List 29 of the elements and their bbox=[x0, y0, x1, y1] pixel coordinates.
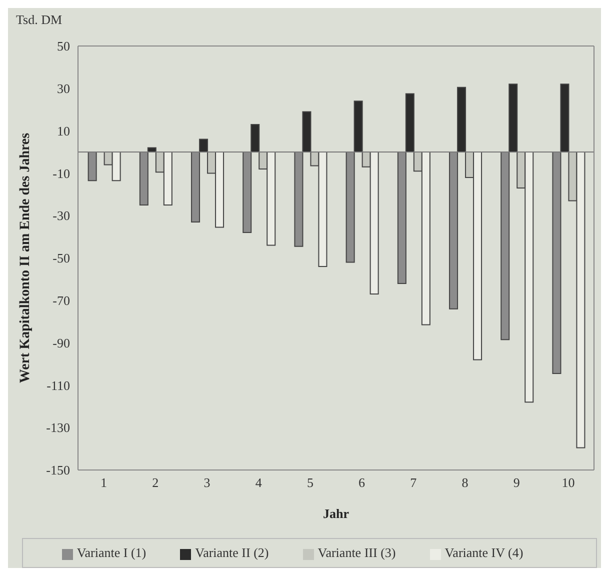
bar bbox=[88, 152, 97, 182]
x-tick-label: 4 bbox=[255, 475, 262, 490]
legend-label: Variante II (2) bbox=[195, 545, 269, 560]
y-tick-label: 10 bbox=[57, 123, 70, 138]
x-tick-label: 7 bbox=[410, 475, 418, 490]
y-tick-label: -110 bbox=[46, 378, 70, 393]
legend-label: Variante IV (4) bbox=[444, 545, 524, 560]
y-tick-label: -90 bbox=[52, 335, 70, 350]
text: Tsd. DM bbox=[16, 12, 62, 28]
y-tick-label: 30 bbox=[57, 81, 70, 96]
x-tick-label: 6 bbox=[358, 475, 366, 490]
x-tick-label: 9 bbox=[513, 475, 520, 490]
y-tick-label: -130 bbox=[46, 420, 70, 436]
x-tick-label: 8 bbox=[462, 475, 468, 490]
y-tick-label: 50 bbox=[57, 38, 70, 54]
y-axis-title: Wert Kapitalkonto II am Ende des Jahres bbox=[18, 132, 33, 384]
y-tick-label: -10 bbox=[52, 166, 70, 181]
x-tick-label: 10 bbox=[562, 475, 575, 490]
x-tick-label: 2 bbox=[152, 475, 159, 490]
x-tick-label: 3 bbox=[204, 475, 210, 490]
x-tick-label: 1 bbox=[100, 475, 108, 490]
y-tick-label: -50 bbox=[52, 250, 70, 266]
y-tick-label: -30 bbox=[52, 208, 70, 224]
y-tick-label: -150 bbox=[46, 462, 70, 478]
legend-label: Variante III (3) bbox=[318, 545, 396, 560]
x-tick-label: 5 bbox=[306, 475, 314, 490]
y-tick-label: -70 bbox=[52, 293, 70, 308]
x-axis-title: Jahr bbox=[323, 506, 350, 521]
legend-label: Variante I (1) bbox=[76, 545, 146, 560]
